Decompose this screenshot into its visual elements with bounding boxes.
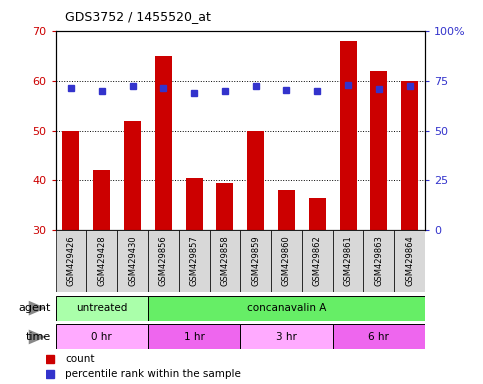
Text: GSM429860: GSM429860 (282, 235, 291, 286)
Text: GSM429430: GSM429430 (128, 235, 137, 286)
Bar (179, 230, 210, 292)
Bar (247, 131, 264, 230)
Text: untreated: untreated (76, 303, 128, 313)
Bar (62, 131, 79, 230)
Bar (56, 230, 86, 292)
Bar (155, 56, 172, 230)
Text: GSM429863: GSM429863 (374, 235, 384, 286)
Bar (340, 41, 356, 230)
Bar (240, 230, 271, 292)
Text: 0 hr: 0 hr (91, 332, 112, 342)
Polygon shape (29, 329, 46, 344)
Bar (93, 170, 110, 230)
Text: GSM429864: GSM429864 (405, 235, 414, 286)
Text: 1 hr: 1 hr (184, 332, 204, 342)
Text: GSM429862: GSM429862 (313, 235, 322, 286)
Bar (241, 324, 333, 349)
Bar (148, 324, 241, 349)
Bar (309, 198, 326, 230)
Text: GSM429859: GSM429859 (251, 235, 260, 286)
Bar (56, 296, 148, 321)
Text: GSM429426: GSM429426 (67, 235, 75, 286)
Text: 6 hr: 6 hr (369, 332, 389, 342)
Bar (148, 230, 179, 292)
Bar (271, 230, 302, 292)
Text: concanavalin A: concanavalin A (247, 303, 326, 313)
Text: GSM429856: GSM429856 (159, 235, 168, 286)
Bar (302, 230, 333, 292)
Bar (56, 324, 148, 349)
Polygon shape (29, 301, 46, 316)
Bar (333, 230, 364, 292)
Text: agent: agent (18, 303, 51, 313)
Bar (86, 230, 117, 292)
Bar (401, 81, 418, 230)
Bar (216, 183, 233, 230)
Text: GSM429857: GSM429857 (190, 235, 199, 286)
Text: time: time (26, 332, 51, 342)
Text: GSM429861: GSM429861 (343, 235, 353, 286)
Text: GSM429428: GSM429428 (97, 235, 106, 286)
Bar (117, 230, 148, 292)
Bar (333, 324, 425, 349)
Bar (364, 230, 394, 292)
Bar (148, 296, 425, 321)
Bar (210, 230, 240, 292)
Text: percentile rank within the sample: percentile rank within the sample (65, 369, 241, 379)
Text: count: count (65, 354, 95, 364)
Text: 3 hr: 3 hr (276, 332, 297, 342)
Text: GSM429858: GSM429858 (220, 235, 229, 286)
Bar (124, 121, 141, 230)
Bar (370, 71, 387, 230)
Text: GDS3752 / 1455520_at: GDS3752 / 1455520_at (65, 10, 211, 23)
Bar (278, 190, 295, 230)
Bar (185, 178, 202, 230)
Bar (394, 230, 425, 292)
